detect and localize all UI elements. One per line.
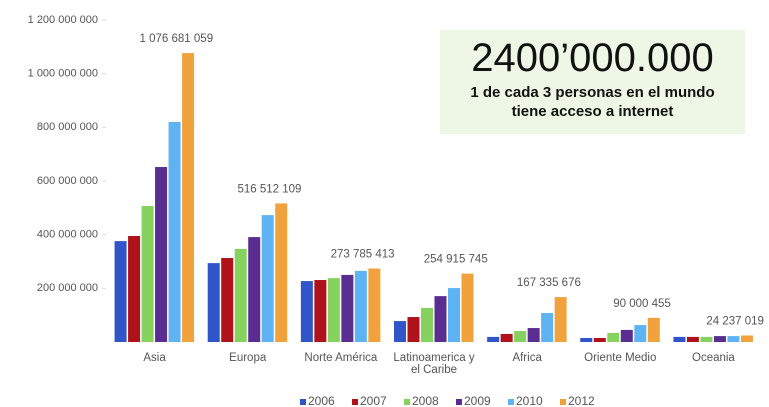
y-tick-label: 1 200 000 000 [28, 14, 98, 26]
bar [155, 167, 168, 342]
bar [141, 205, 154, 342]
bar [394, 321, 406, 342]
bar [114, 241, 127, 342]
bar [713, 336, 726, 342]
y-tick-label: 200 000 000 [37, 282, 98, 294]
bar [727, 336, 740, 342]
bar [248, 237, 261, 342]
value-label: 516 512 109 [237, 183, 301, 195]
bar [421, 307, 433, 342]
bar [407, 317, 420, 342]
value-label: 167 335 676 [517, 277, 581, 289]
bar [514, 330, 527, 342]
x-tick-label: Norte América [304, 352, 378, 364]
legend-swatch [456, 399, 462, 405]
value-label: 1 076 681 059 [140, 33, 214, 45]
x-tick-label: Africa [512, 352, 542, 364]
value-label: 254 915 745 [424, 254, 488, 266]
bar [314, 280, 327, 342]
legend-swatch [404, 399, 410, 405]
x-tick-label: Oceania [692, 352, 735, 364]
bar [647, 317, 660, 342]
bar [700, 336, 713, 342]
bar [182, 53, 195, 343]
bar [740, 335, 753, 342]
bar [686, 336, 699, 342]
bar [275, 203, 288, 342]
bar [300, 281, 313, 342]
legend-swatch [300, 399, 306, 405]
legend-swatch [352, 399, 358, 405]
bar [327, 278, 340, 342]
bar [234, 248, 247, 342]
x-tick-label: Oriente Medio [584, 352, 657, 364]
legend-label: 2006 [308, 394, 335, 407]
value-label: 90 000 455 [613, 298, 671, 310]
y-tick-label: 600 000 000 [37, 175, 98, 187]
bar [554, 297, 567, 342]
y-tick-label: 800 000 000 [37, 121, 98, 133]
bar [434, 296, 447, 342]
legend-label: 2012 [568, 394, 595, 407]
bar [500, 333, 513, 342]
legend-swatch [560, 399, 566, 405]
bar [368, 268, 381, 342]
bar [593, 337, 606, 342]
bar [673, 336, 686, 342]
annotation-box: 2400’000.000 1 de cada 3 personas en el … [440, 30, 745, 134]
bar [487, 336, 500, 342]
bar [261, 215, 274, 342]
bar [168, 121, 181, 342]
bar [354, 270, 367, 342]
bar [128, 236, 141, 342]
bar [461, 273, 474, 342]
annotation-text: 1 de cada 3 personas en el mundo tiene a… [470, 84, 715, 120]
legend-label: 2008 [412, 394, 439, 407]
legend-label: 2007 [360, 394, 387, 407]
bar [580, 337, 593, 342]
value-label: 273 785 413 [331, 249, 395, 261]
bar [448, 288, 460, 342]
bar [221, 258, 234, 342]
x-tick-label: Asia [143, 352, 166, 364]
value-label: 24 237 019 [706, 316, 764, 328]
bar [527, 328, 540, 342]
bar [607, 332, 620, 342]
legend-label: 2009 [464, 394, 491, 407]
y-tick-label: 1 000 000 000 [28, 68, 98, 80]
bar [620, 329, 633, 342]
y-tick-label: 400 000 000 [37, 229, 98, 241]
bar [541, 313, 554, 342]
bar [207, 263, 220, 342]
x-tick-label: Latinoamerica y el Caribe [393, 352, 475, 376]
bar [341, 274, 354, 342]
x-tick-label: Europa [229, 352, 267, 364]
annotation-headline: 2400’000.000 [471, 36, 714, 80]
bar [634, 325, 647, 342]
legend-swatch [508, 399, 514, 405]
legend-label: 2010 [516, 394, 543, 407]
